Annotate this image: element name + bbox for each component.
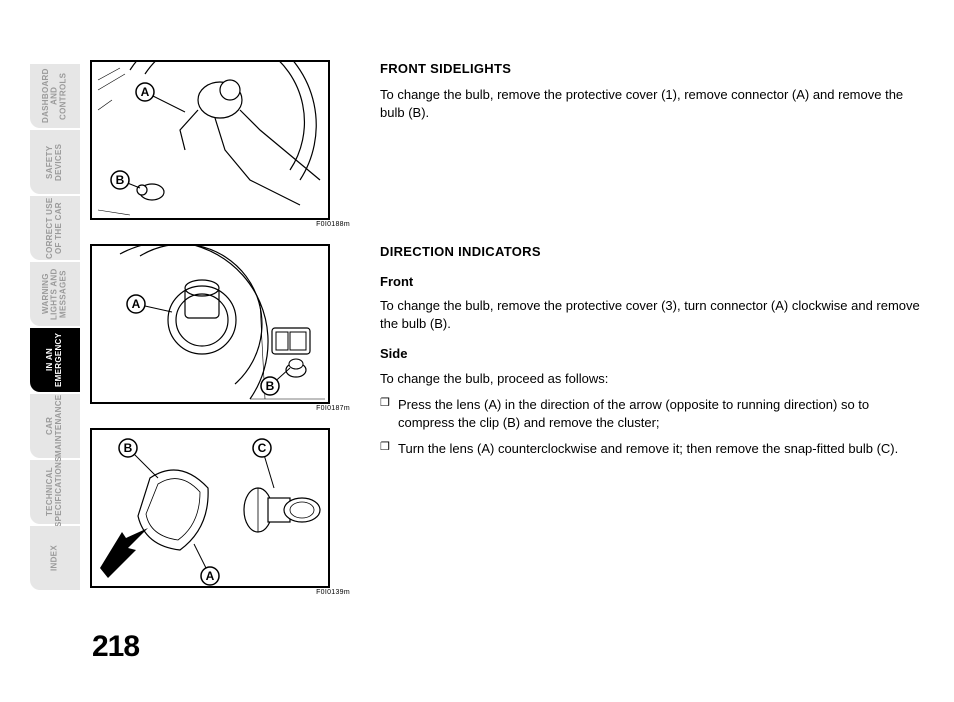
manual-page: DASHBOARD AND CONTROLS SAFETY DEVICES CO… [0,0,954,702]
figure-caption: F0I0187m [90,405,350,412]
section-tabs: DASHBOARD AND CONTROLS SAFETY DEVICES CO… [30,60,80,672]
tab-tech-specs[interactable]: TECHNICAL SPECIFICATIONS [30,460,80,524]
tab-correct-use[interactable]: CORRECT USE OF THE CAR [30,196,80,260]
heading-direction-indicators: DIRECTION INDICATORS [380,243,924,261]
svg-text:C: C [258,441,267,455]
page-number: 218 [92,630,139,664]
figure-direction-front: A B F0I0187m [90,244,350,412]
tab-safety[interactable]: SAFETY DEVICES [30,130,80,194]
figure-front-sidelights: A B F0I0188m [90,60,350,228]
tab-warning-lights[interactable]: WARNING LIGHTS AND MESSAGES [30,262,80,326]
para-front-sidelights: To change the bulb, remove the protectiv… [380,86,924,122]
svg-text:A: A [141,85,150,99]
subheading-front: Front [380,273,924,291]
tab-emergency[interactable]: IN AN EMERGENCY [30,328,80,392]
tab-index[interactable]: INDEX [30,526,80,590]
list-item: Press the lens (A) in the direction of t… [380,396,924,432]
heading-front-sidelights: FRONT SIDELIGHTS [380,60,924,78]
para-direction-front: To change the bulb, remove the protectiv… [380,297,924,333]
figure-caption: F0I0139m [90,589,350,596]
svg-text:A: A [206,569,215,583]
subheading-side: Side [380,345,924,363]
tab-maintenance[interactable]: CAR MAINTENANCE [30,394,80,458]
figure-column: A B F0I0188m [90,60,350,672]
svg-text:A: A [132,297,141,311]
side-steps-list: Press the lens (A) in the direction of t… [380,396,924,459]
svg-text:B: B [116,173,125,187]
figure-caption: F0I0188m [90,221,350,228]
para-direction-side-intro: To change the bulb, proceed as follows: [380,370,924,388]
figure-direction-side: B C A F0I0139m [90,428,350,596]
svg-text:B: B [266,379,275,393]
tab-dashboard[interactable]: DASHBOARD AND CONTROLS [30,64,80,128]
list-item: Turn the lens (A) counterclockwise and r… [380,440,924,458]
svg-text:B: B [124,441,133,455]
body-text: FRONT SIDELIGHTS To change the bulb, rem… [350,60,924,672]
